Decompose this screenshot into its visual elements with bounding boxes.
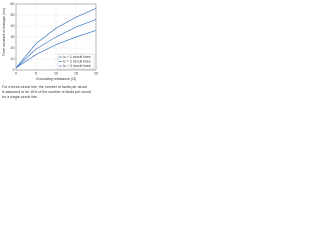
plot-frame	[15, 3, 97, 71]
y-tick-label: 60	[11, 2, 15, 6]
x-tick-label: 5	[35, 71, 37, 75]
x-tick-label: 10	[54, 71, 58, 75]
y-tick-label: 30	[11, 35, 15, 39]
series-line	[15, 8, 97, 69]
y-tick-label: 0	[13, 68, 15, 72]
x-tick-label: 20	[94, 71, 98, 75]
note: For a three-circuit line, the number of …	[2, 85, 87, 89]
legend-label: Ic = 1 circuit lines	[63, 55, 91, 59]
page: {"chart_data":{"type":"line", "x_label":…	[0, 0, 100, 107]
x-axis-label: Grounding resistance (Ω)	[36, 77, 76, 81]
note: for a single-circuit line.	[2, 95, 38, 99]
series-line	[15, 30, 97, 69]
note: is assumed to be 10% of the number of fa…	[2, 90, 91, 94]
chart: Time constant of leakage (ms) Grounding …	[2, 2, 98, 99]
legend-label: Ic = 2 circuit lines	[63, 59, 91, 63]
legend-box	[57, 53, 95, 70]
series-line	[15, 19, 97, 69]
y-tick-label: 10	[11, 57, 15, 61]
y-axis-label: Time constant of leakage (ms)	[2, 8, 6, 56]
x-tick-label: 0	[15, 71, 17, 75]
y-tick-label: 40	[11, 24, 15, 28]
y-tick-label: 20	[11, 46, 15, 50]
x-tick-label: 15	[74, 71, 78, 75]
y-tick-label: 50	[11, 13, 15, 17]
legend-label: Ic = 3 circuit lines	[63, 64, 91, 68]
